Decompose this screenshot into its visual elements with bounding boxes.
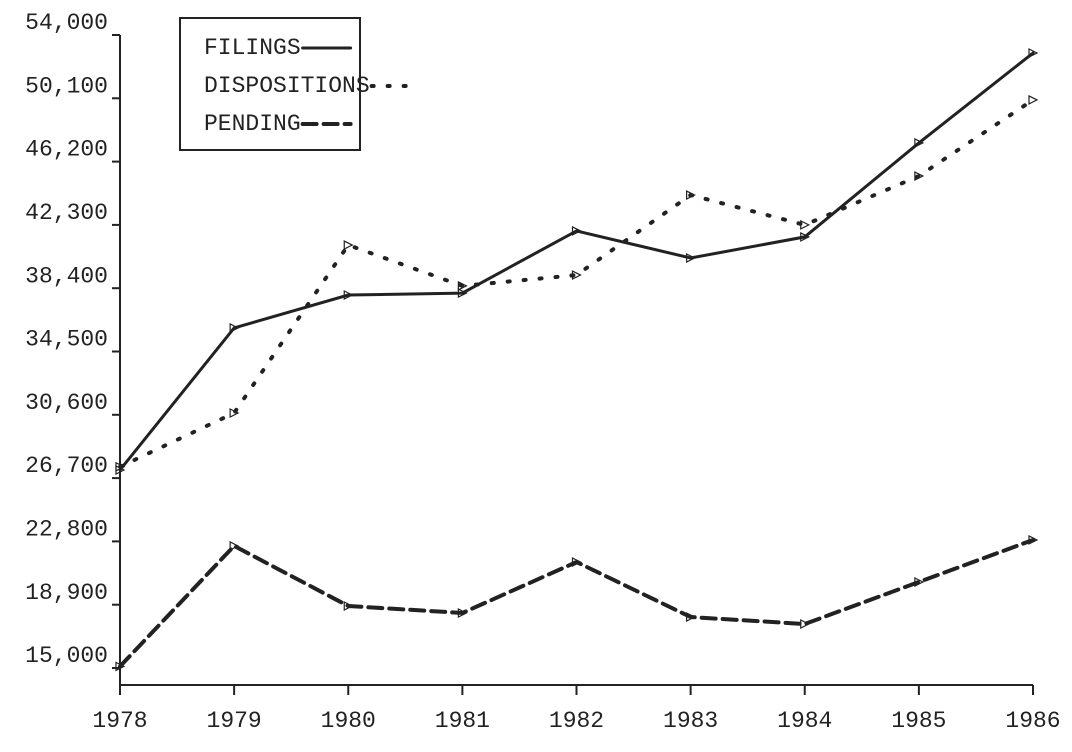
point-marker	[1028, 48, 1039, 58]
y-tick-label: 38,400	[25, 263, 108, 289]
series-line	[118, 51, 1035, 472]
y-tick-label: 22,800	[25, 516, 108, 542]
legend-box	[179, 17, 361, 151]
y-tick-label: 18,900	[25, 580, 108, 606]
point-marker	[1028, 94, 1039, 105]
point-marker	[914, 577, 925, 587]
point-marker	[343, 601, 354, 611]
point-marker	[571, 270, 582, 281]
point-marker	[686, 253, 696, 263]
x-tick-label: 1978	[92, 708, 147, 734]
legend-label: PENDING	[204, 111, 301, 137]
point-marker	[571, 557, 582, 567]
point-marker	[686, 190, 696, 201]
point-marker	[457, 288, 468, 299]
y-tick-label: 34,500	[25, 327, 108, 353]
x-tick-label: 1982	[549, 708, 604, 734]
point-marker	[457, 280, 468, 291]
point-marker	[800, 219, 811, 230]
point-marker	[800, 231, 811, 242]
x-tick-label: 1981	[435, 708, 490, 734]
y-tick-label: 26,700	[25, 453, 108, 479]
series-line	[118, 97, 1035, 469]
y-tick-label: 30,600	[25, 390, 108, 416]
y-tick-label: 15,000	[25, 643, 108, 669]
y-tick-label: 46,200	[25, 137, 108, 163]
point-marker	[343, 240, 354, 250]
point-marker	[686, 612, 696, 623]
x-tick-label: 1983	[663, 708, 718, 734]
point-marker	[914, 171, 925, 182]
point-marker	[229, 540, 240, 551]
point-marker	[800, 619, 811, 629]
point-marker	[229, 322, 240, 333]
x-tick-label: 1985	[891, 708, 946, 734]
x-tick-label: 1980	[321, 708, 376, 734]
point-marker	[229, 408, 240, 418]
point-marker	[343, 290, 354, 300]
legend-label: FILINGS	[204, 35, 301, 61]
y-tick-label: 42,300	[25, 200, 108, 226]
point-marker	[457, 608, 468, 618]
point-marker	[571, 225, 582, 236]
x-tick-label: 1979	[207, 708, 262, 734]
point-marker	[115, 461, 126, 472]
y-tick-label: 50,100	[25, 73, 108, 99]
point-marker	[1028, 534, 1039, 545]
point-marker	[115, 661, 126, 672]
x-tick-label: 1984	[777, 708, 832, 734]
y-tick-label: 54,000	[25, 10, 108, 36]
x-tick-label: 1986	[1005, 708, 1060, 734]
series-line	[118, 537, 1035, 669]
legend-label: DISPOSITIONS	[204, 73, 370, 99]
point-marker	[914, 137, 925, 148]
